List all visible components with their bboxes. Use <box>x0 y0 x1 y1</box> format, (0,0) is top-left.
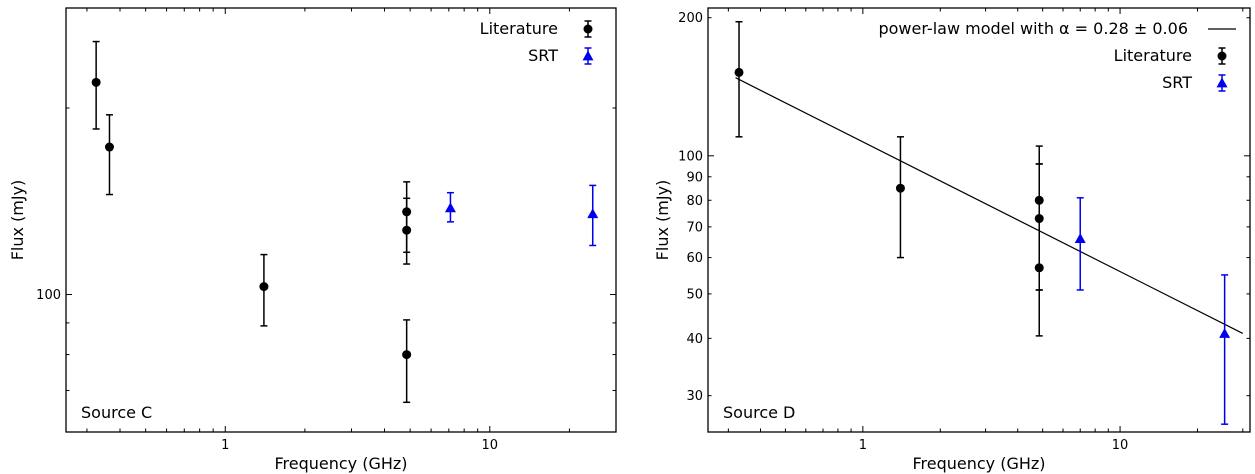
literature-point <box>734 67 744 77</box>
literature-point <box>91 77 101 87</box>
x-axis-label: Frequency (GHz) <box>912 454 1045 473</box>
y-tick-label: 100 <box>36 288 61 303</box>
y-axis-label: Flux (mJy) <box>8 180 27 261</box>
srt-point <box>1219 327 1231 338</box>
literature-point <box>402 225 412 235</box>
literature-point <box>895 183 905 193</box>
y-axis-label: Flux (mJy) <box>653 180 672 261</box>
chart-panel-1: 1 10 100 Frequency (GHz) Flux (mJy) Source C L… <box>8 7 617 473</box>
legend-srt-marker <box>1216 77 1228 88</box>
y-tick-label: 40 <box>686 332 703 347</box>
legend-model-label: power-law model with α = 0.28 ± 0.06 <box>878 19 1188 38</box>
x-tick-label: 1 <box>859 438 867 453</box>
legend-literature-label: Literature <box>1114 46 1192 65</box>
x-axis-label: Frequency (GHz) <box>274 454 407 473</box>
legend-literature-label: Literature <box>480 19 558 38</box>
y-tick-label: 90 <box>686 170 703 185</box>
x-tick-label: 10 <box>1112 438 1129 453</box>
legend-literature-marker <box>583 24 593 34</box>
literature-point <box>1034 263 1044 273</box>
y-tick-label: 60 <box>686 251 703 266</box>
source-label: Source C <box>81 403 152 422</box>
srt-point <box>587 208 599 219</box>
y-tick-label: 200 <box>678 11 703 26</box>
srt-point <box>444 202 456 213</box>
srt-point <box>1074 233 1086 243</box>
literature-point <box>402 350 412 360</box>
x-tick-label: 1 <box>221 438 229 453</box>
power-law-model-line <box>735 77 1244 334</box>
x-tick-label: 10 <box>482 438 499 453</box>
literature-point <box>104 142 114 152</box>
y-tick-label: 50 <box>686 287 703 302</box>
source-label: Source D <box>723 403 795 422</box>
literature-point <box>259 282 269 292</box>
y-tick-label: 70 <box>686 220 703 235</box>
legend-srt-label: SRT <box>528 46 558 65</box>
legend-literature-marker <box>1217 51 1227 61</box>
plot-frame <box>707 7 1251 433</box>
legend-srt-label: SRT <box>1162 73 1192 92</box>
plot-frame <box>65 7 617 433</box>
chart-panel-2: 1 10 30 40 50 60 70 80 90 100 200 Frequency (GHz) Fl… <box>653 7 1251 473</box>
y-tick-label: 100 <box>678 149 703 164</box>
y-tick-label: 30 <box>686 389 703 404</box>
y-tick-label: 80 <box>686 194 703 209</box>
legend-srt-marker <box>582 50 594 61</box>
